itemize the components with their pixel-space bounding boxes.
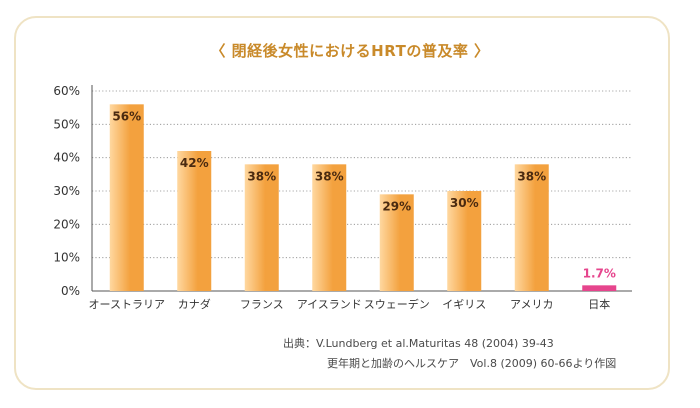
x-tick-label: カナダ xyxy=(178,297,211,311)
source-line-1: 出典：V.Lundberg et al.Maturitas 48 (2004) … xyxy=(283,337,554,350)
grid-lines xyxy=(92,90,632,259)
y-tick-label: 10% xyxy=(53,251,80,265)
data-label: 56% xyxy=(112,109,141,123)
data-label: 29% xyxy=(382,199,411,213)
x-tick-label: 日本 xyxy=(588,297,610,311)
y-tick-label: 60% xyxy=(53,84,80,98)
x-tick-label: イギリス xyxy=(442,298,486,311)
bar xyxy=(379,194,414,291)
x-tick-labels: オーストラリア カナダ フランス アイスランド スウェーデン イギリス アメリカ 日本 xyxy=(89,297,611,311)
bar xyxy=(109,104,144,291)
x-tick-label: アメリカ xyxy=(510,298,553,311)
bars xyxy=(109,104,617,291)
bar xyxy=(177,151,212,291)
value-labels: 56% 42% 38% 38% 29% 30% 38% 1.7% xyxy=(112,109,616,280)
source-line-2: 更年期と加齢のヘルスケア Vol.8 (2009) 60-66より作図 xyxy=(327,357,617,370)
y-tick-label: 20% xyxy=(53,217,80,231)
bar xyxy=(244,164,279,291)
data-label: 38% xyxy=(517,169,546,183)
x-tick-label: アイスランド xyxy=(297,298,362,311)
x-tick-label: スウェーデン xyxy=(364,297,430,311)
x-tick-label: フランス xyxy=(240,298,284,311)
data-label: 30% xyxy=(450,196,479,210)
chart-title: 〈 閉経後女性におけるHRTの普及率 〉 xyxy=(210,42,490,60)
bar xyxy=(447,191,482,291)
data-label: 42% xyxy=(180,156,209,170)
bar xyxy=(514,164,549,291)
x-tick-label: オーストラリア xyxy=(89,298,165,311)
bar xyxy=(312,164,347,291)
y-tick-label: 0% xyxy=(61,284,80,298)
data-label: 38% xyxy=(247,169,276,183)
data-label: 1.7% xyxy=(583,266,616,280)
y-tick-label: 40% xyxy=(53,151,80,165)
data-label: 38% xyxy=(315,169,344,183)
y-tick-label: 30% xyxy=(53,184,80,198)
source-citation: 出典：V.Lundberg et al.Maturitas 48 (2004) … xyxy=(0,335,700,379)
bar xyxy=(582,285,617,291)
y-tick-label: 50% xyxy=(53,117,80,131)
